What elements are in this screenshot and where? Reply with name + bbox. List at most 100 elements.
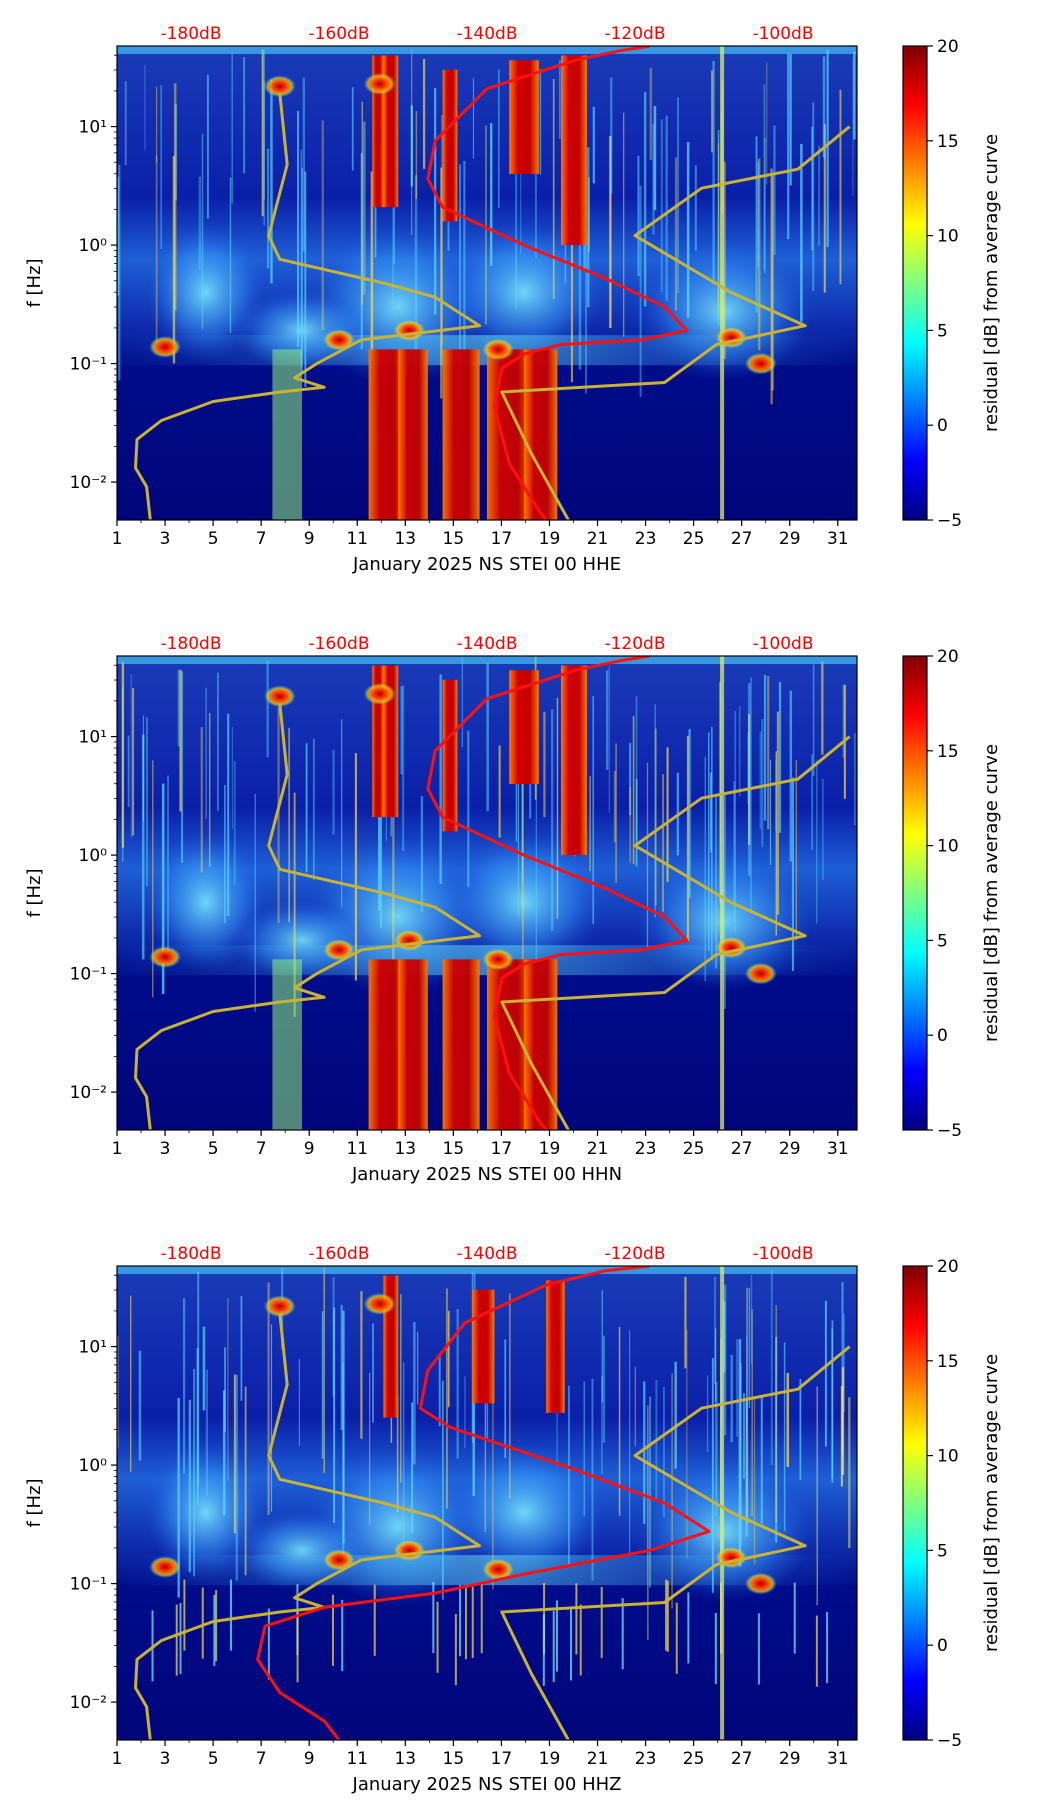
event-column-narrow [720,656,725,1130]
x-tick-label: 9 [304,529,315,549]
hotspot [393,1539,426,1562]
noise-streak [227,1297,229,1481]
noise-streak [736,1339,739,1437]
lowfreq-streak [229,1579,232,1651]
lowfreq-streak [826,1612,829,1684]
noise-streak [649,67,653,160]
noise-streak [767,676,770,830]
x-tick-label: 19 [539,529,561,549]
axes-frame [116,1265,858,1741]
noise-streak [152,760,154,998]
x-tick-label: 25 [683,1749,705,1769]
noise-streak [321,120,324,331]
noise-streak [438,1353,441,1427]
noise-streak [662,774,664,912]
noise-streak [244,1386,247,1576]
top-db-label: -120dB [604,1244,665,1264]
x-tick-label: 29 [779,1749,801,1769]
noise-streak [783,1342,786,1531]
event-column [372,55,384,208]
noise-streak [666,747,669,882]
x-tick-label: 17 [491,529,513,549]
noise-streak [117,176,120,297]
noise-streak [179,669,182,812]
noise-streak [270,1324,273,1512]
noise-streak [766,62,768,185]
x-tick-label: 23 [635,529,657,549]
noise-streak [127,735,130,808]
noise-streak [243,57,246,174]
x-tick-label: 1 [112,1139,123,1159]
lowfreq-streak [793,1582,796,1654]
hotspot [323,328,355,351]
top-db-label: -120dB [604,24,665,44]
noise-streak [420,796,424,913]
y-tick-label: 10⁻¹ [70,965,107,985]
lowfreq-streak [331,1594,334,1666]
noise-streak [723,1301,726,1373]
axes-frame [116,655,858,1131]
noise-streak [821,661,824,755]
noise-streak [665,115,668,301]
colorbar-tick-label: 20 [937,37,959,57]
noise-streak [233,761,236,885]
noise-streak [811,126,814,251]
colorbar-tick-label: −5 [937,511,962,531]
noise-streak [730,1354,733,1443]
noise-streak [649,1396,651,1588]
x-tick-label: 27 [731,529,753,549]
noise-streak [297,110,300,347]
event-column [442,679,458,832]
hotspot [323,1548,355,1571]
noise-streak [556,697,559,919]
noise-streak [369,1372,371,1525]
lowfreq-streak [570,1609,573,1681]
noise-streak [747,732,751,805]
noise-streak [312,738,315,880]
noise-streak [789,690,793,862]
hotspot [149,945,182,968]
noise-streak [763,674,767,821]
noise-streak [628,743,632,816]
noise-streak [520,101,522,255]
noise-streak [660,119,663,293]
y-tick-label: 10⁰ [79,236,108,256]
noise-streak [634,1366,637,1447]
noise-streak [852,56,854,197]
x-tick-label: 31 [827,1749,849,1769]
x-tick-label: 29 [779,529,801,549]
noise-streak [677,97,679,294]
noise-streak [550,709,554,931]
colorbar-tick-label: 15 [937,132,959,152]
noise-streak [321,1311,324,1459]
event-column [561,665,587,856]
noise-streak [492,1401,494,1590]
top-db-label: -180dB [160,1244,221,1264]
lowfreq-streak [665,1579,668,1651]
x-tick-label: 1 [112,1749,123,1769]
noise-streak [757,161,760,268]
noise-streak [467,730,470,888]
noise-streak [515,152,518,310]
lowfreq-streak [714,1613,717,1685]
hotspot [482,1558,515,1581]
lowfreq-streak [575,1583,578,1655]
y-axis-label: f [Hz] [24,258,45,307]
colorbar [902,1265,928,1741]
noise-streak [635,696,638,840]
panel-2: 1 3 5 7 9 11 13 15 17 19 21 23 25 27 29 3110¹10⁰10⁻¹10⁻… [24,634,1002,1185]
noise-streak [402,1362,405,1554]
noise-streak [824,1300,827,1447]
noise-streak [144,65,146,150]
noise-streak [361,101,363,305]
colorbar-tick-label: 15 [937,742,959,762]
noise-streak [440,167,443,399]
noise-streak [202,1326,206,1411]
lowfreq-block [442,959,480,1130]
noise-streak [674,1361,677,1469]
noise-streak [130,1295,132,1472]
noise-streak [738,1339,742,1567]
noise-streak [193,1368,195,1577]
noise-streak [305,743,308,873]
noise-streak [413,1322,416,1465]
